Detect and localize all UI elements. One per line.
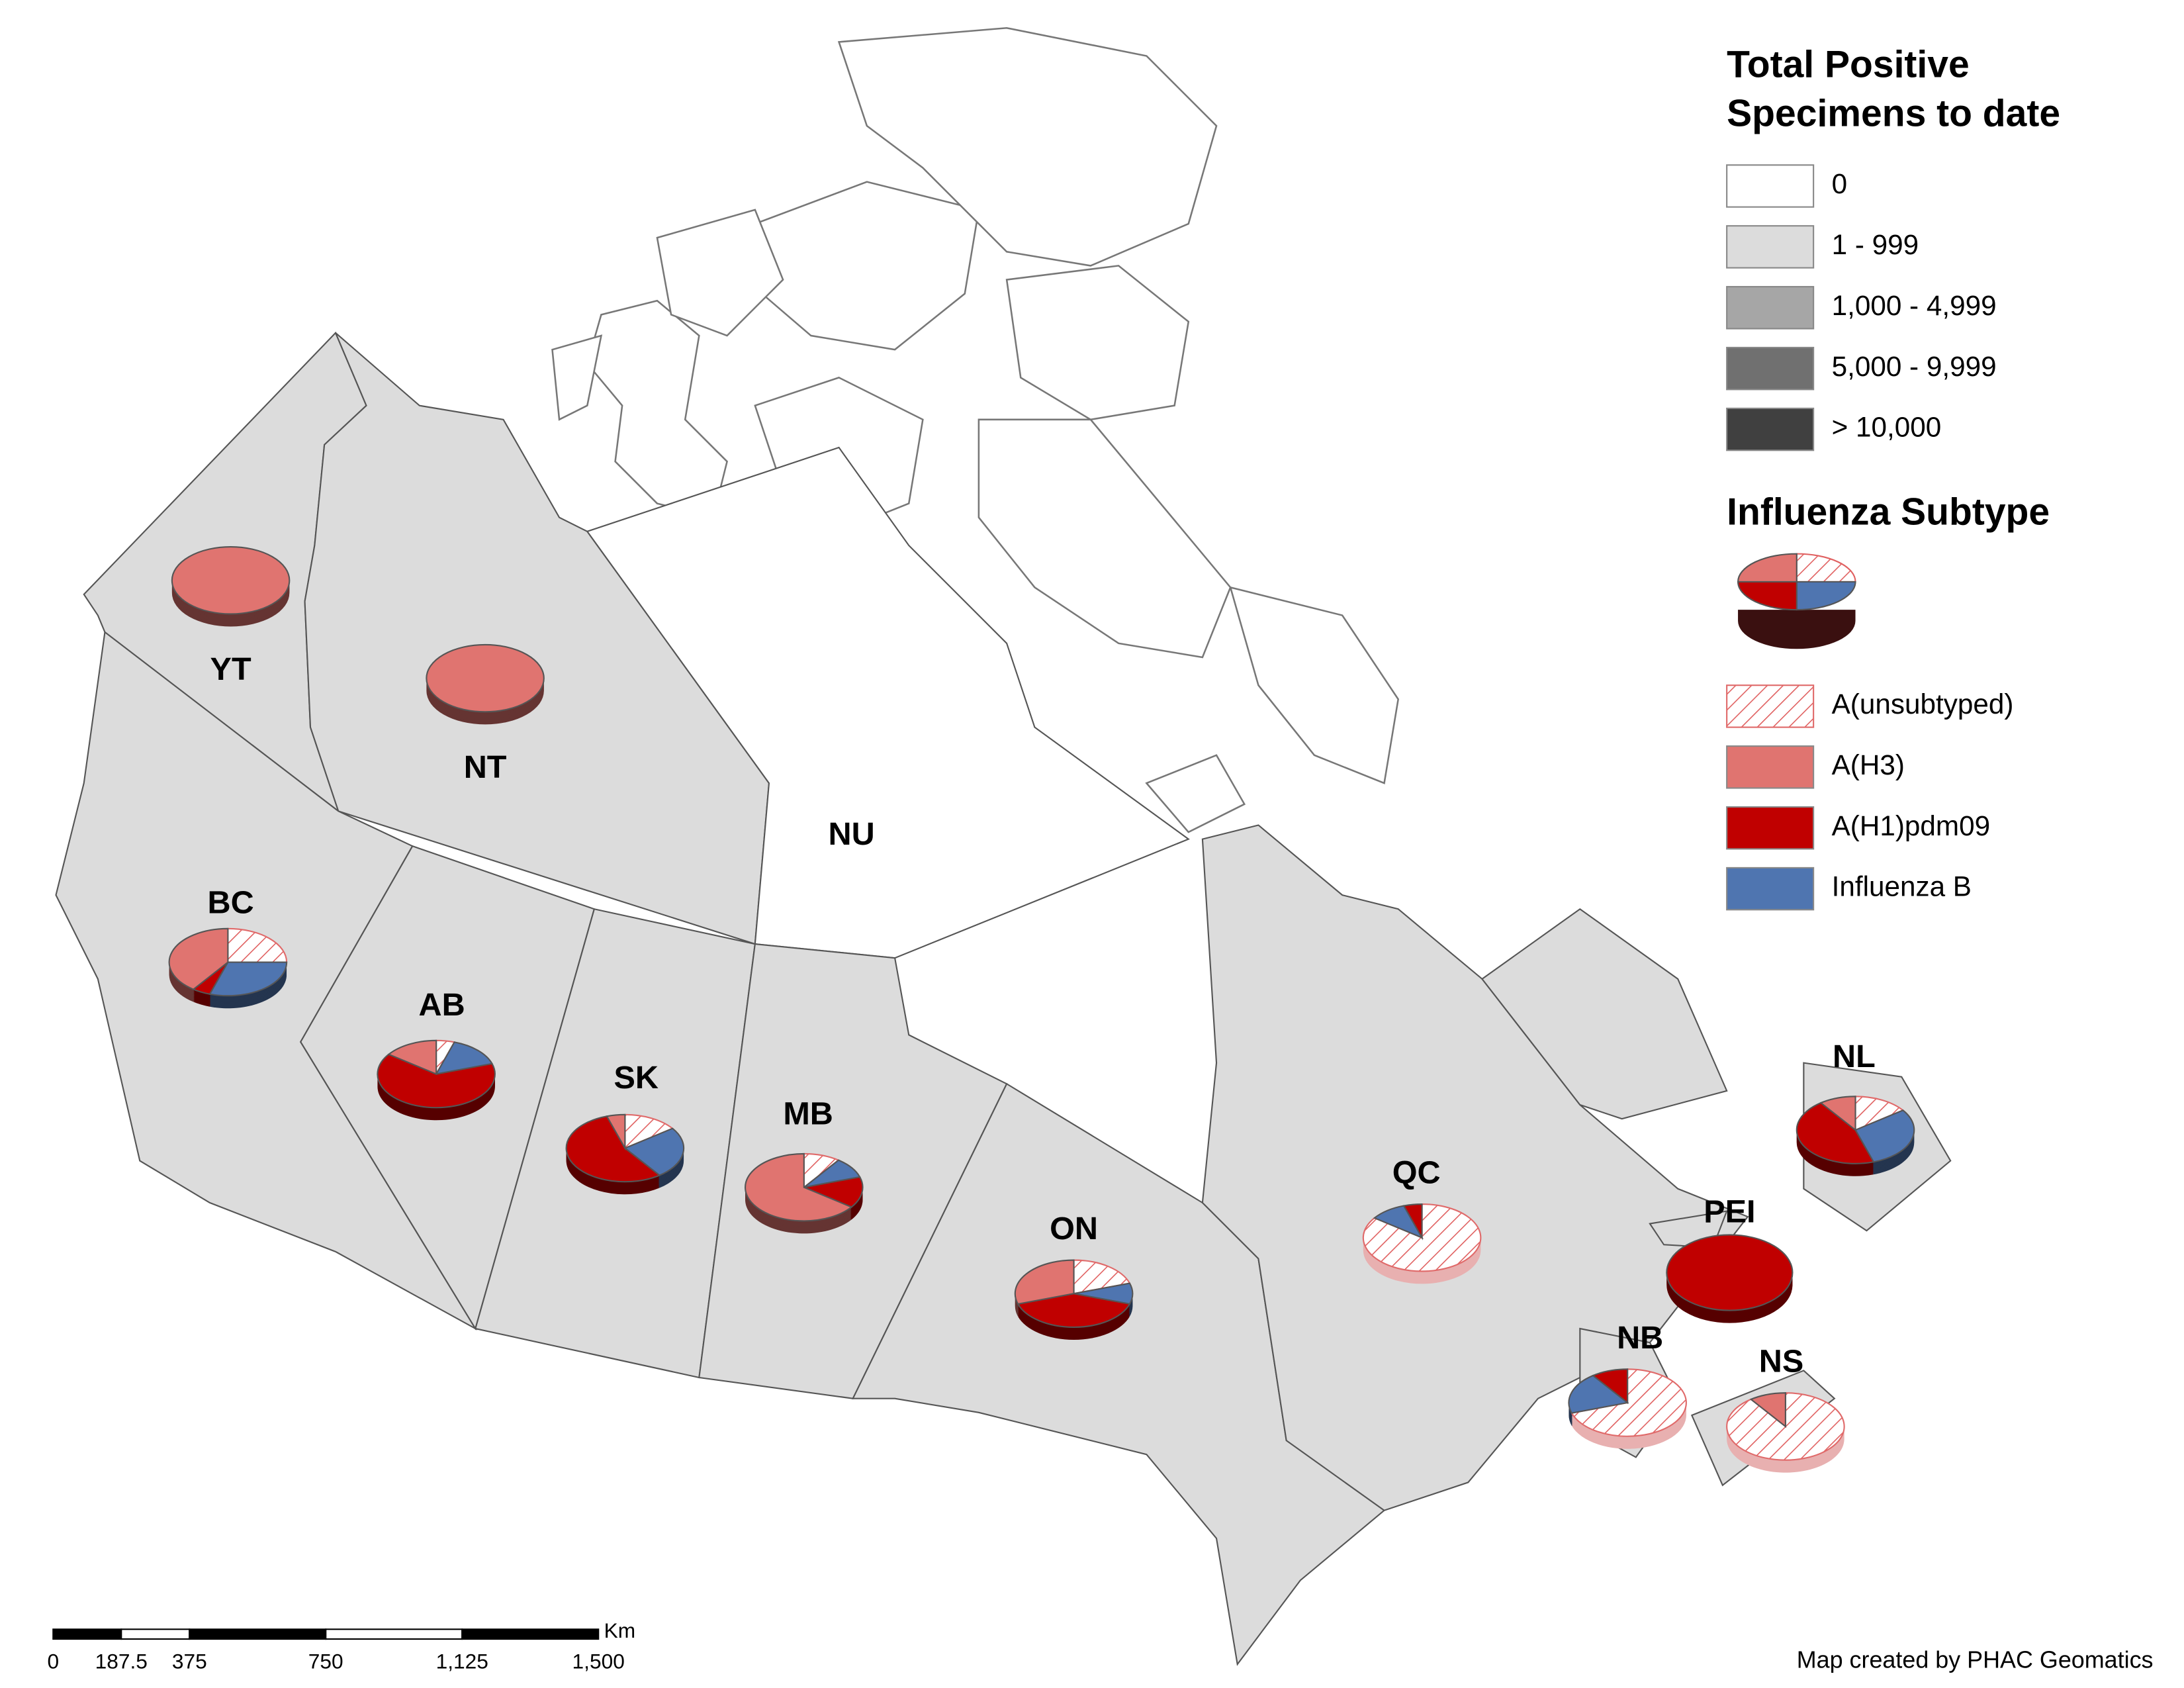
pie (1014, 1259, 1134, 1340)
legend-label: 0 (1832, 168, 1847, 199)
legend: Total Positive Specimens to date Influen… (1726, 43, 2060, 911)
pie-slice (623, 1127, 685, 1176)
pie (1568, 1368, 1687, 1449)
legend-label: Influenza B (1832, 871, 1972, 902)
pie (1362, 1203, 1482, 1284)
pie-slice (1666, 1234, 1794, 1311)
scale-label: 1,125 (436, 1649, 488, 1673)
pie-slice (606, 1113, 626, 1151)
legend-label: 1 - 999 (1832, 229, 1919, 260)
scale-label: 375 (172, 1649, 207, 1673)
province-label: AB (419, 987, 465, 1023)
pie (1796, 1096, 1915, 1176)
province-label: NU (829, 816, 875, 852)
legend-swatch (1726, 867, 1815, 911)
scale-segment (325, 1628, 463, 1640)
scale-segment (52, 1628, 122, 1640)
scale-segment (189, 1628, 327, 1640)
pie-slice (1014, 1259, 1075, 1305)
legend-label: A(H3) (1832, 749, 1905, 780)
scale-segment (461, 1628, 600, 1640)
pie (171, 546, 291, 627)
legend-swatch (1726, 684, 1815, 728)
province-label: MB (783, 1096, 833, 1132)
pie-slice (1854, 1109, 1915, 1163)
pie-slice (1819, 1096, 1856, 1132)
pie-slice (745, 1152, 853, 1222)
legend-swatch (1726, 286, 1815, 330)
pie (426, 643, 545, 725)
pie-slice (387, 1039, 437, 1076)
legend-swatch (1726, 164, 1815, 208)
province-label: NL (1833, 1039, 1876, 1074)
pie (1726, 1392, 1845, 1473)
pie-slice (168, 927, 229, 990)
pie-slice (208, 961, 288, 997)
pie-slice (1591, 1368, 1629, 1405)
pie-slice (1568, 1374, 1629, 1414)
scale-bar: 0 187.5 375 750 1,125 1,500 Km (47, 1618, 635, 1673)
province-label: BC (208, 885, 254, 921)
pie-slice (377, 1053, 496, 1109)
legend-title: Specimens to date (1727, 92, 2060, 134)
province-label: ON (1050, 1211, 1098, 1246)
pie-slice (227, 927, 288, 963)
pies: YT NT NU BC AB SK MB ON QC NL PEI NB NS (168, 546, 1915, 1473)
scale-label: 187.5 (95, 1649, 148, 1673)
legend-label: A(H1)pdm09 (1832, 810, 1991, 841)
pie-slice (1726, 1392, 1845, 1461)
pie (377, 1039, 496, 1121)
pie (168, 927, 288, 1009)
pie (1666, 1234, 1794, 1323)
legend-pie (1737, 553, 1856, 649)
legend-swatch (1726, 346, 1815, 391)
pie-slice (1402, 1203, 1423, 1241)
province-label: NB (1617, 1320, 1663, 1356)
pie-slice (1570, 1368, 1687, 1437)
subtype-title: Influenza Subtype (1727, 491, 2050, 534)
province (304, 332, 770, 945)
pie (565, 1113, 685, 1195)
pie-slice (1017, 1293, 1131, 1328)
scale-label: 1,500 (572, 1649, 625, 1673)
scale-label: 750 (308, 1649, 343, 1673)
legend-label: 1,000 - 4,999 (1832, 290, 1997, 321)
province-label: NS (1759, 1344, 1803, 1380)
pie-slice (1796, 1102, 1875, 1164)
province (1480, 908, 1728, 1120)
province-label: YT (210, 651, 251, 687)
pie-slice (801, 1176, 864, 1208)
province-label: QC (1392, 1154, 1441, 1190)
pie-slice (1854, 1096, 1905, 1131)
legend-title: Total Positive (1727, 43, 1970, 85)
scale-segment (120, 1628, 191, 1640)
credit: Map created by PHAC Geomatics (1797, 1646, 2154, 1673)
legend-label: 5,000 - 9,999 (1832, 351, 1997, 382)
legend-swatch (1726, 407, 1815, 451)
scale-unit: Km (604, 1618, 636, 1642)
legend-swatch (1726, 225, 1815, 269)
pie-slice (565, 1115, 661, 1183)
pie-slice (171, 546, 291, 615)
pie-slice (1749, 1392, 1786, 1429)
scale-label: 0 (47, 1649, 59, 1673)
legend-swatch (1726, 745, 1815, 789)
legend-label: > 10,000 (1832, 412, 1942, 443)
pie-slice (426, 643, 545, 713)
province-label: NT (464, 749, 507, 785)
pie (745, 1152, 864, 1234)
legend-label: A(unsubtyped) (1832, 688, 2014, 720)
legend-swatch (1726, 806, 1815, 850)
province-label: SK (614, 1060, 659, 1096)
province-label: PEI (1704, 1194, 1755, 1230)
pie-slice (624, 1113, 674, 1150)
